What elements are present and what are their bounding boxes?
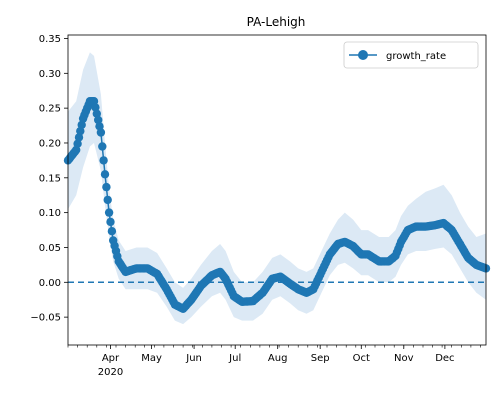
x-tick-label: Sep (311, 353, 330, 364)
x-tick-label: Oct (353, 353, 370, 364)
plot-frame (67, 34, 487, 346)
data-point (91, 103, 100, 112)
growth-rate-markers (63, 97, 491, 313)
data-point (94, 115, 103, 125)
data-point (99, 156, 108, 165)
y-tick-label: 0.00 (39, 278, 61, 289)
chart-title: PA-Lehigh (247, 15, 306, 29)
x-tick-label: Nov (394, 353, 414, 364)
data-point (92, 109, 102, 118)
data-point (77, 120, 86, 130)
data-point (102, 182, 111, 192)
x-tick-label: Aug (268, 353, 288, 364)
confidence-band (68, 52, 486, 325)
y-tick-label: 0.05 (39, 243, 61, 254)
data-point (107, 227, 117, 236)
legend-marker-swatch (358, 50, 368, 60)
data-point (96, 128, 106, 137)
legend-box (343, 41, 479, 69)
x-tick-label: Jul (228, 353, 241, 364)
x-tick-label: Dec (435, 353, 454, 364)
y-tick-label: 0.15 (39, 173, 61, 184)
x-tick-label: May (141, 353, 162, 364)
legend: growth_rate (343, 41, 479, 69)
data-point (100, 170, 110, 179)
data-point (104, 208, 114, 217)
legend-label-growth-rate: growth_rate (386, 51, 446, 62)
data-point (103, 195, 112, 205)
y-tick-label: 0.10 (39, 208, 61, 219)
data-point (74, 133, 84, 142)
x-tick-label: Jun (185, 353, 202, 364)
plot-area (63, 52, 491, 325)
x-tick-label: Apr (102, 353, 120, 364)
y-tick-label: 0.25 (39, 104, 61, 115)
y-tick-label: −0.05 (30, 313, 61, 324)
data-point (98, 142, 107, 151)
x-tick-sublabel: 2020 (98, 367, 123, 378)
data-point (106, 217, 115, 227)
y-tick-label: 0.20 (39, 138, 61, 149)
data-point (73, 139, 82, 148)
y-tick-label: 0.35 (39, 34, 61, 45)
y-axis: −0.05 0.00 0.05 0.10 0.15 0.20 0.25 0.30 0.35 (30, 34, 68, 324)
y-tick-label: 0.30 (39, 69, 61, 80)
x-axis: Apr 2020 May Jun Jul Aug Sep Oct Nov Dec (67, 345, 481, 378)
